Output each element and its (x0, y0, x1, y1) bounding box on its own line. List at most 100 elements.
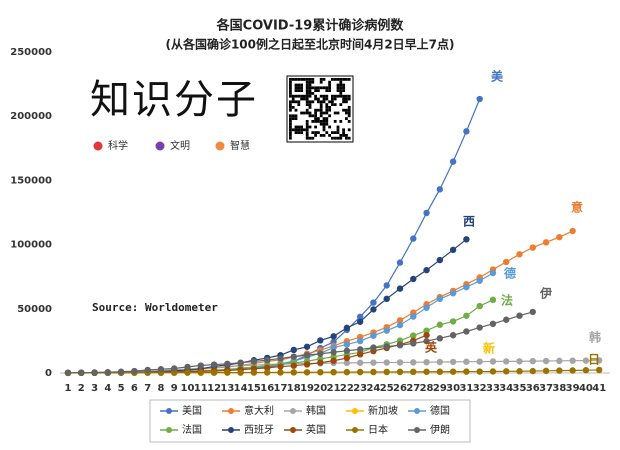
qr-cell (294, 117, 298, 120)
x-tick-label: 26 (393, 383, 407, 394)
legend-box (149, 399, 471, 443)
qr-cell (294, 114, 298, 118)
qr-cell (342, 128, 345, 132)
x-tick-label: 36 (526, 383, 540, 394)
legend-label: 西班牙 (244, 424, 274, 436)
point (503, 258, 510, 266)
qr-cell (345, 111, 348, 115)
x-tick-label: 21 (327, 383, 341, 394)
qr-cell (342, 83, 345, 87)
point (489, 358, 497, 365)
qr-cell (305, 89, 309, 92)
x-tick-label: 6 (131, 383, 138, 394)
qr-cell (297, 86, 301, 90)
qr-cell (314, 86, 317, 90)
qr-cell (339, 78, 343, 81)
legend-label: 美国 (182, 404, 202, 417)
point (330, 357, 337, 364)
qr-cell (311, 86, 315, 90)
point (582, 367, 590, 374)
qr-cell (305, 100, 309, 104)
point (423, 209, 430, 217)
qr-cell (336, 89, 340, 92)
qr-cell (333, 97, 337, 101)
qr-cell (289, 94, 292, 98)
qr-cell (308, 125, 312, 129)
qr-cell (305, 80, 309, 84)
qr-cell (291, 106, 295, 109)
point (356, 368, 364, 376)
point (277, 369, 284, 376)
series-line (67, 98, 481, 374)
qr-cell (314, 108, 317, 112)
point (197, 362, 204, 369)
qr-cell (319, 111, 323, 115)
annotation: 美 (491, 69, 504, 84)
point (516, 358, 523, 365)
qr-cell (314, 94, 317, 98)
point (436, 256, 444, 264)
x-tick-label: 4 (104, 383, 111, 394)
point (476, 358, 483, 365)
legend-label: 德国 (430, 404, 450, 417)
qr-cell (347, 111, 351, 115)
qr-cell (328, 108, 331, 112)
point (317, 337, 324, 344)
point (489, 269, 497, 277)
qr-cell (294, 125, 298, 129)
logo-name: 知识分子 (90, 77, 258, 123)
qr-cell (289, 122, 292, 126)
qr-cell (336, 94, 340, 98)
point (264, 356, 271, 364)
legend-marker (352, 427, 358, 433)
qr-cell (294, 78, 298, 81)
qr-cell (311, 131, 315, 134)
qr-cell (300, 97, 303, 101)
point (303, 351, 311, 359)
point (370, 359, 377, 366)
qr-cell (308, 78, 312, 81)
point (383, 359, 390, 366)
qr-cell (305, 97, 309, 101)
point (237, 369, 244, 376)
annotation: 日 (588, 353, 600, 367)
qr-cell (289, 136, 292, 140)
point (423, 266, 430, 274)
qr-cell (345, 134, 348, 137)
source: Source: Worldometer (92, 301, 218, 314)
x-tick-label: 23 (353, 383, 367, 394)
point (489, 320, 497, 328)
qr-cell (300, 83, 303, 87)
qr-cell (342, 97, 345, 101)
point (383, 282, 390, 289)
logo-tag: 智慧 (230, 139, 250, 152)
point (396, 321, 404, 329)
point (396, 317, 404, 324)
qr-cell (311, 120, 315, 123)
point (529, 367, 536, 375)
qr-cell (305, 92, 309, 95)
qr-cell (303, 97, 306, 101)
qr-cell (322, 125, 326, 129)
qr-cell (328, 89, 331, 92)
qr-cell (308, 136, 312, 140)
point (264, 369, 271, 376)
point (356, 313, 364, 320)
point (290, 353, 297, 360)
point (290, 346, 297, 354)
x-tick-label: 7 (144, 383, 151, 394)
qr-cell (314, 120, 317, 123)
qr-cell (289, 106, 292, 109)
qr-cell (322, 100, 326, 104)
chart-title: 各国COVID-19累计确诊病例数 (216, 18, 405, 34)
point (343, 324, 351, 332)
qr-cell (325, 111, 329, 115)
qr-cell (342, 108, 345, 112)
x-tick-label: 41 (592, 383, 606, 394)
y-tick-label: 250000 (10, 47, 52, 58)
legend-label: 日本 (368, 423, 388, 436)
x-tick-label: 33 (486, 383, 500, 394)
qr-cell (333, 136, 337, 140)
point (436, 186, 444, 193)
point (383, 368, 390, 376)
